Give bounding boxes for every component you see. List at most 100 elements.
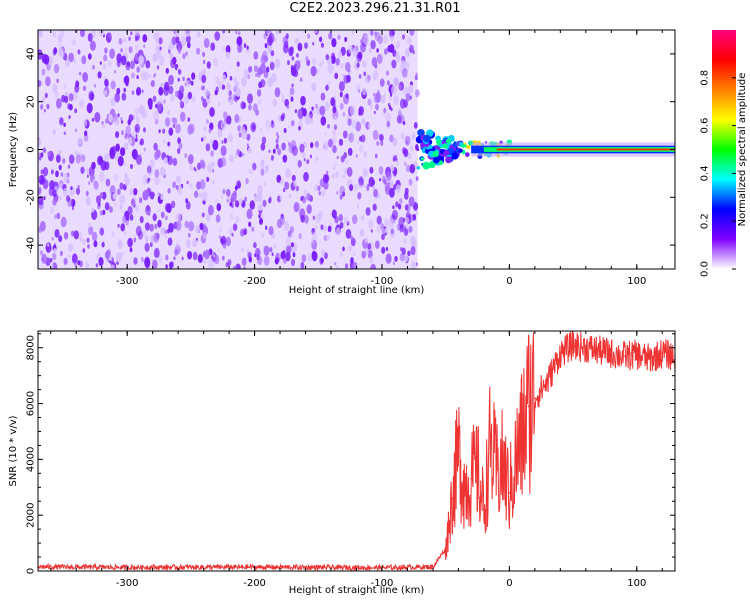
noise-cell <box>386 70 389 76</box>
noise-cell <box>365 207 371 216</box>
noise-cell <box>372 203 377 211</box>
noise-cell <box>409 30 415 36</box>
noise-cell <box>384 218 389 227</box>
noise-cell <box>265 225 268 230</box>
noise-cell <box>52 30 57 38</box>
noise-cell <box>375 153 378 159</box>
noise-cell <box>53 63 60 74</box>
noise-cell <box>49 206 55 215</box>
noise-cell <box>362 87 367 96</box>
noise-cell <box>186 239 191 248</box>
transition-cell <box>453 141 457 145</box>
noise-cell <box>43 109 46 113</box>
transition-cell <box>423 134 431 143</box>
noise-cell <box>156 44 162 54</box>
noise-cell <box>288 141 291 146</box>
noise-cell <box>201 74 207 84</box>
noise-cell <box>274 87 281 98</box>
top-x-tick-label: -300 <box>116 276 139 287</box>
noise-cell <box>101 241 105 248</box>
noise-cell <box>348 132 355 143</box>
noise-cell <box>217 248 220 252</box>
noise-cell <box>324 131 327 136</box>
noise-cell <box>251 226 255 232</box>
colorbar-tick-label: 0.0 <box>700 261 711 277</box>
noise-cell <box>327 225 332 233</box>
noise-cell <box>168 49 171 54</box>
noise-cell <box>80 30 85 38</box>
noise-cell <box>58 43 61 48</box>
noise-cell <box>258 99 262 105</box>
transition-cell <box>436 139 442 145</box>
noise-cell <box>339 194 343 200</box>
noise-cell <box>291 174 296 182</box>
noise-cell <box>185 79 190 87</box>
noise-cell <box>102 209 106 216</box>
noise-cell <box>52 50 57 56</box>
noise-cell <box>52 253 57 261</box>
noise-cell <box>158 255 163 263</box>
noise-cell <box>355 121 362 132</box>
noise-cell <box>272 148 276 154</box>
noise-cell <box>38 226 42 233</box>
noise-cell <box>172 158 178 166</box>
noise-cell <box>343 216 349 225</box>
noise-cell <box>109 48 115 59</box>
noise-cell <box>334 72 339 80</box>
noise-cell <box>271 252 274 257</box>
noise-cell <box>51 169 54 175</box>
noise-cell <box>213 254 216 258</box>
noise-cell <box>328 138 333 148</box>
noise-cell <box>367 243 372 250</box>
noise-cell <box>157 209 160 213</box>
noise-cell <box>74 108 78 114</box>
noise-cell <box>38 156 42 161</box>
transition-cell <box>432 156 440 164</box>
noise-cell <box>179 100 183 105</box>
noise-cell <box>38 176 41 181</box>
noise-cell <box>221 84 226 90</box>
noise-cell <box>126 216 130 222</box>
noise-cell <box>357 192 362 200</box>
noise-cell <box>133 129 136 134</box>
noise-cell <box>378 133 383 142</box>
noise-cell <box>175 123 181 134</box>
noise-cell <box>201 212 205 218</box>
noise-cell <box>310 142 314 149</box>
noise-cell <box>166 206 170 212</box>
noise-cell <box>158 129 161 134</box>
noise-cell <box>260 142 266 151</box>
noise-cell <box>376 48 379 53</box>
noise-cell <box>73 150 78 157</box>
noise-cell <box>72 91 79 102</box>
noise-cell <box>172 181 177 189</box>
noise-cell <box>155 149 161 159</box>
noise-cell <box>168 222 174 233</box>
noise-cell <box>236 61 240 67</box>
transition-cell <box>416 166 421 170</box>
snr-data-point <box>464 486 466 489</box>
noise-cell <box>188 123 195 134</box>
noise-cell <box>375 240 380 249</box>
noise-cell <box>388 105 392 110</box>
noise-cell <box>409 95 412 100</box>
transition-cell <box>452 143 458 148</box>
noise-cell <box>334 115 337 120</box>
noise-cell <box>358 144 364 154</box>
noise-cell <box>197 254 203 263</box>
noise-cell <box>411 132 416 140</box>
noise-cell <box>306 159 310 165</box>
noise-cell <box>315 214 321 224</box>
noise-cell <box>142 190 149 201</box>
noise-cell <box>209 107 215 117</box>
snr-data-point <box>559 352 562 355</box>
noise-cell <box>177 148 181 154</box>
noise-cell <box>43 54 50 65</box>
noise-cell <box>241 76 247 87</box>
noise-cell <box>280 178 285 186</box>
noise-cell <box>63 172 69 183</box>
noise-cell <box>176 184 183 196</box>
noise-cell <box>199 159 205 168</box>
noise-cell <box>386 121 391 128</box>
noise-cell <box>160 226 166 236</box>
